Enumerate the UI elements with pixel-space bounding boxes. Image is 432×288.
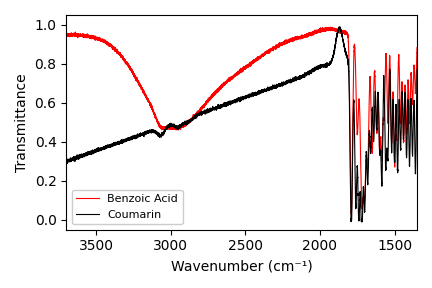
Benzoic Acid <box>64 33 69 36</box>
Benzoic Acid <box>328 25 333 29</box>
Y-axis label: Transmittance: Transmittance <box>15 73 29 172</box>
Benzoic Acid <box>286 39 292 43</box>
Coumarin <box>324 63 329 67</box>
Coumarin <box>343 49 348 53</box>
Line: Benzoic Acid: Benzoic Acid <box>66 27 417 214</box>
Benzoic Acid <box>343 33 348 36</box>
Benzoic Acid <box>324 28 329 32</box>
Benzoic Acid <box>191 118 196 121</box>
Benzoic Acid <box>349 213 354 216</box>
Coumarin <box>337 25 342 29</box>
Coumarin <box>81 153 86 156</box>
Benzoic Acid <box>271 46 276 50</box>
Coumarin <box>64 160 69 163</box>
Legend: Benzoic Acid, Coumarin: Benzoic Acid, Coumarin <box>72 190 183 224</box>
Line: Coumarin: Coumarin <box>66 27 417 222</box>
Coumarin <box>414 68 419 71</box>
X-axis label: Wavenumber (cm⁻¹): Wavenumber (cm⁻¹) <box>171 259 312 273</box>
Benzoic Acid <box>414 46 419 49</box>
Coumarin <box>271 84 276 87</box>
Benzoic Acid <box>81 34 86 37</box>
Coumarin <box>286 80 292 84</box>
Coumarin <box>359 220 365 223</box>
Coumarin <box>191 118 196 121</box>
